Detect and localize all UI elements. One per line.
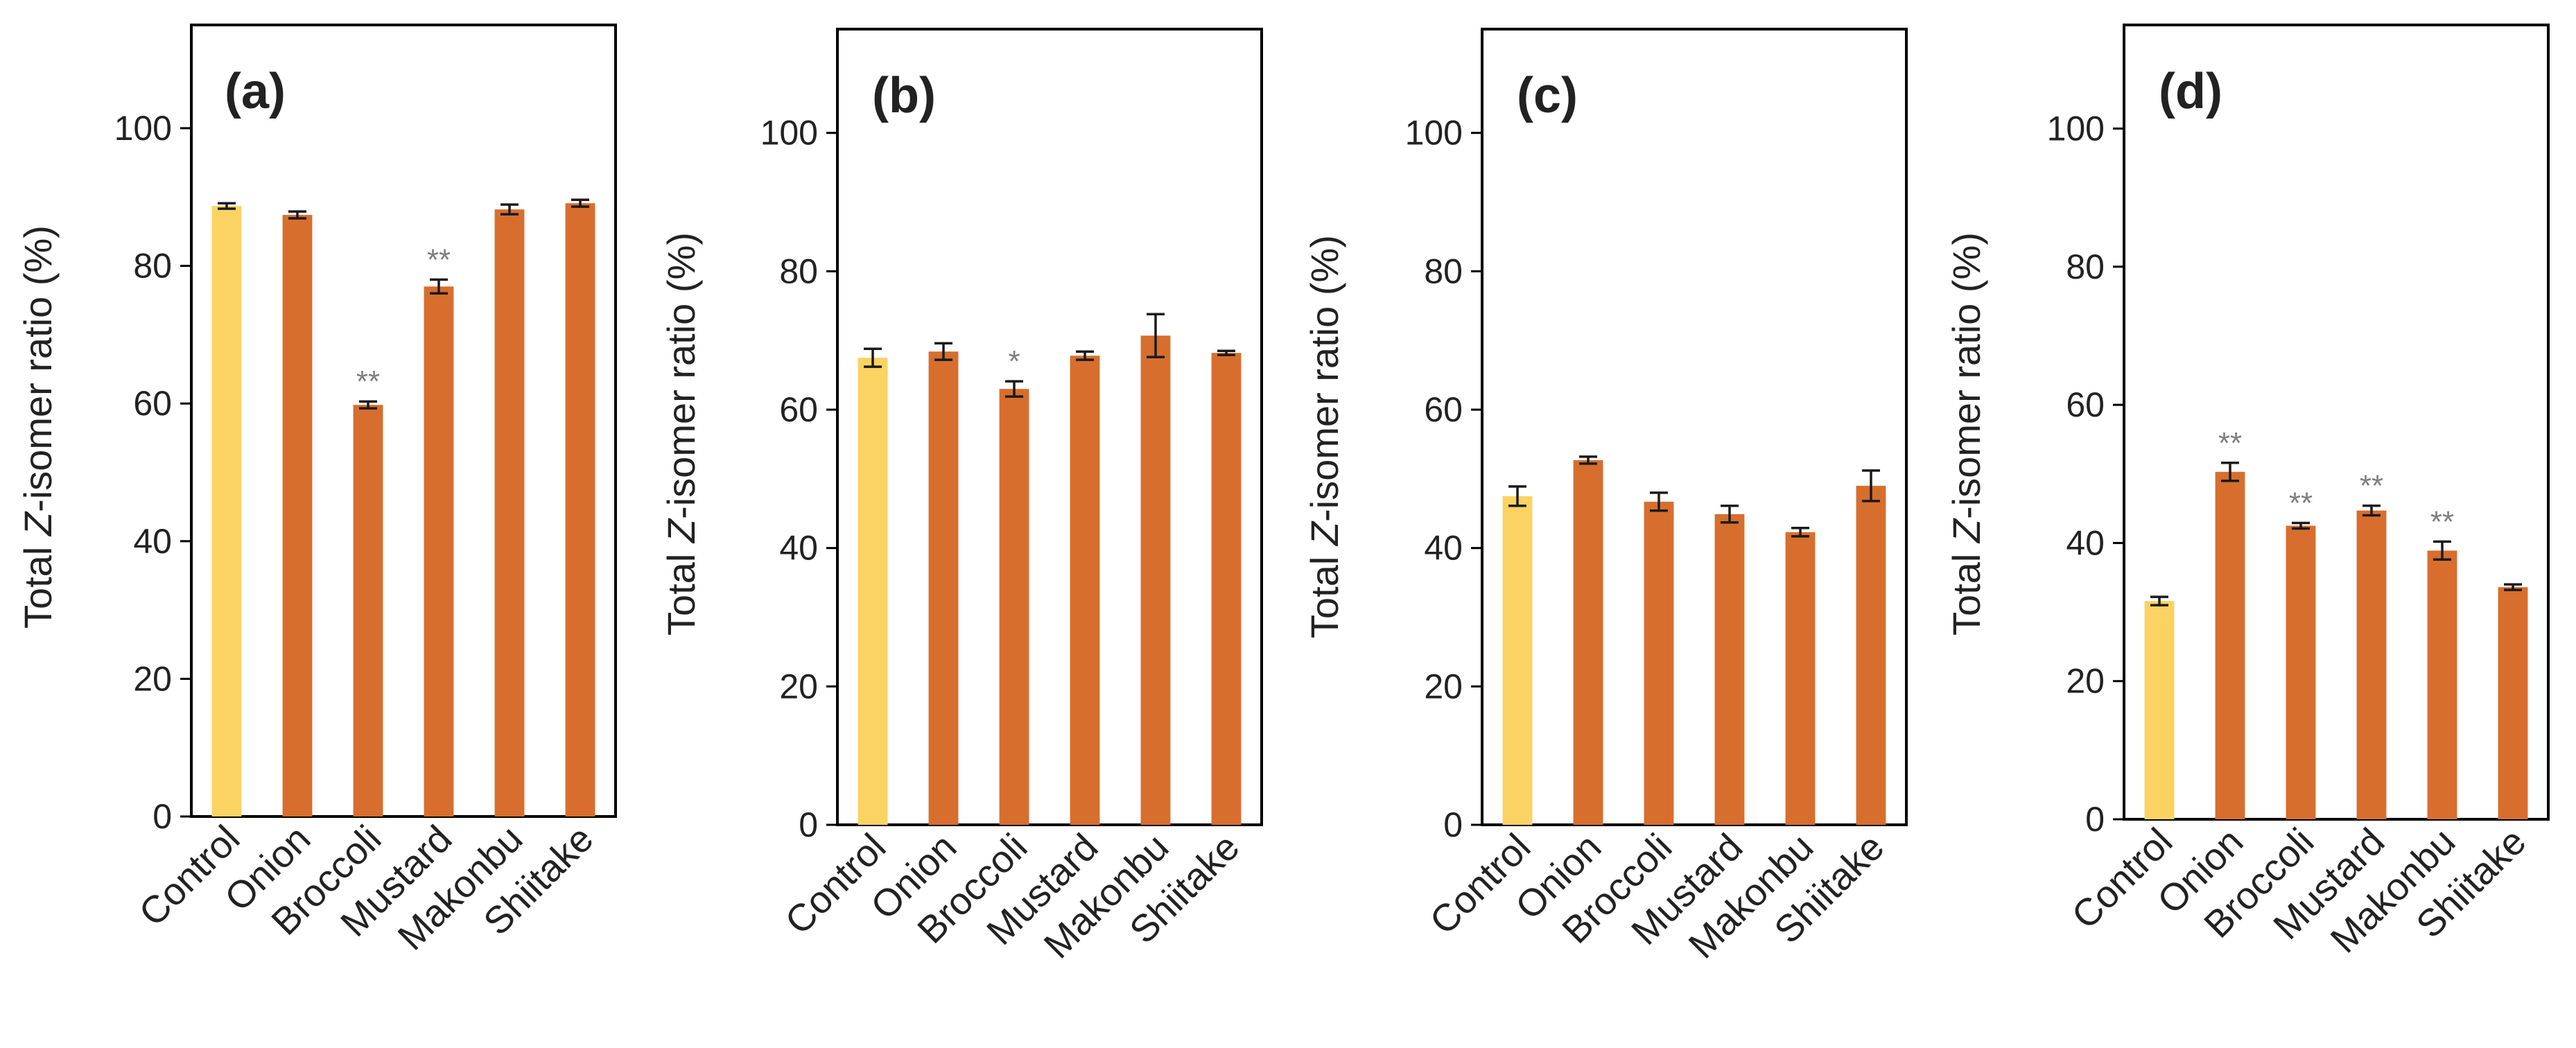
bar-d-mustard (2356, 510, 2387, 819)
y-tick-label-b-2: 40 (779, 529, 818, 568)
bar-b-shiitake (1211, 353, 1242, 825)
bar-a-control (211, 206, 242, 817)
y-axis-label-b: Total Z-isomer ratio (%) (659, 232, 703, 636)
y-tick-label-a-2: 40 (133, 522, 172, 561)
error-bar-a-shiitake (571, 198, 589, 208)
error-bar-b-control (864, 347, 882, 368)
y-tick-label-a-3: 60 (133, 384, 172, 423)
error-bar-d-makonbu (2433, 540, 2451, 561)
error-bar-c-onion (1579, 455, 1597, 465)
bar-c-onion (1573, 460, 1603, 825)
y-axis-label-d: Total Z-isomer ratio (%) (1944, 232, 1988, 636)
bar-b-makonbu (1140, 335, 1171, 825)
error-bar-d-mustard (2362, 504, 2381, 517)
bar-c-control (1502, 496, 1533, 825)
error-bar-a-broccoli (359, 400, 377, 410)
error-bar-a-mustard (430, 278, 448, 295)
significance-marker-d-onion: ** (2218, 426, 2242, 460)
chart-panel-b: Total Z-isomer ratio (%) (b) 0 20 40 60 80 10… (659, 28, 1263, 966)
significance-marker-a-mustard: ** (427, 243, 451, 277)
y-tick-label-a-0: 0 (153, 797, 172, 836)
bar-c-broccoli (1644, 501, 1674, 825)
y-tick-label-c-4: 80 (1424, 252, 1463, 290)
y-tick-label-d-3: 60 (2066, 385, 2105, 424)
bar-a-makonbu (494, 209, 525, 817)
error-bar-d-broccoli (2292, 521, 2310, 530)
panel-label-d: (d) (2159, 64, 2222, 119)
y-tick-label-a-5: 100 (114, 109, 172, 148)
y-tick-label-a-4: 80 (133, 247, 172, 286)
y-tick-label-b-1: 20 (779, 667, 818, 706)
y-tick-label-b-3: 60 (779, 390, 818, 429)
panel-label-a: (a) (225, 64, 286, 119)
bar-a-shiitake (565, 203, 595, 817)
bar-d-shiitake (2498, 587, 2528, 819)
y-tick-label-d-0: 0 (2085, 800, 2105, 839)
bar-a-mustard (424, 286, 454, 816)
bar-b-onion (928, 351, 959, 825)
y-tick-label-d-1: 20 (2066, 662, 2105, 701)
y-tick-label-c-0: 0 (1443, 805, 1463, 844)
significance-marker-d-broccoli: ** (2289, 486, 2313, 520)
bar-c-mustard (1714, 514, 1745, 825)
error-bar-c-shiitake (1862, 469, 1880, 503)
error-bar-c-control (1508, 485, 1526, 507)
y-tick-label-c-5: 100 (1405, 114, 1463, 152)
error-bar-d-onion (2221, 462, 2239, 482)
bar-c-shiitake (1856, 485, 1886, 825)
y-tick-label-c-2: 40 (1424, 529, 1463, 568)
plot-frame-a (190, 24, 617, 818)
y-tick-label-c-3: 60 (1424, 390, 1463, 429)
bar-d-broccoli (2286, 525, 2316, 819)
y-tick-label-d-2: 40 (2066, 523, 2105, 562)
plot-frame-b (836, 28, 1263, 826)
y-tick-label-b-4: 80 (779, 252, 818, 290)
bar-d-control (2144, 601, 2175, 819)
chart-panel-c: Total Z-isomer ratio (%) (c) 0 20 40 60 80 10… (1303, 28, 1908, 966)
bar-b-broccoli (999, 389, 1029, 825)
y-tick-label-b-0: 0 (799, 805, 818, 844)
y-tick-label-b-5: 100 (760, 114, 818, 152)
y-tick-label-a-1: 20 (133, 659, 172, 698)
significance-marker-d-makonbu: ** (2430, 505, 2454, 539)
error-bar-c-broccoli (1650, 491, 1668, 512)
bar-a-broccoli (353, 405, 383, 816)
bar-b-control (858, 358, 888, 825)
error-bar-a-makonbu (501, 203, 519, 216)
chart-panel-d: Total Z-isomer ratio (%) (d) 0 20 40 60 80 10… (1944, 24, 2550, 961)
plot-frame-d (2123, 24, 2550, 821)
error-bar-b-shiitake (1217, 349, 1235, 356)
y-axis-label-a: Total Z-isomer ratio (%) (16, 225, 60, 629)
plot-frame-c (1481, 28, 1908, 826)
error-bar-c-makonbu (1791, 526, 1809, 538)
bar-b-mustard (1070, 356, 1100, 825)
error-bar-d-shiitake (2504, 583, 2522, 591)
panel-label-c: (c) (1517, 68, 1578, 123)
y-tick-label-d-4: 80 (2066, 247, 2105, 286)
y-tick-label-c-1: 20 (1424, 667, 1463, 706)
y-tick-label-d-5: 100 (2047, 109, 2105, 148)
error-bar-b-onion (934, 342, 952, 361)
error-bar-a-control (218, 202, 236, 210)
y-axis-label-c: Total Z-isomer ratio (%) (1303, 235, 1346, 638)
bar-d-makonbu (2427, 550, 2457, 819)
error-bar-b-broccoli (1005, 380, 1023, 398)
significance-marker-b-broccoli: * (1008, 344, 1020, 378)
bar-d-onion (2215, 471, 2245, 819)
error-bar-d-control (2150, 595, 2168, 606)
significance-marker-d-mustard: ** (2360, 469, 2383, 503)
panel-label-b: (b) (872, 68, 936, 123)
chart-panel-a: Total Z-isomer ratio (%) (a) 0 20 40 60 80 10… (16, 24, 617, 958)
error-bar-c-mustard (1721, 505, 1739, 524)
error-bar-b-makonbu (1147, 313, 1165, 358)
error-bar-b-mustard (1076, 350, 1094, 361)
significance-marker-a-broccoli: ** (356, 365, 380, 399)
bar-c-makonbu (1785, 532, 1816, 825)
error-bar-a-onion (288, 210, 306, 220)
bar-a-onion (282, 215, 313, 817)
